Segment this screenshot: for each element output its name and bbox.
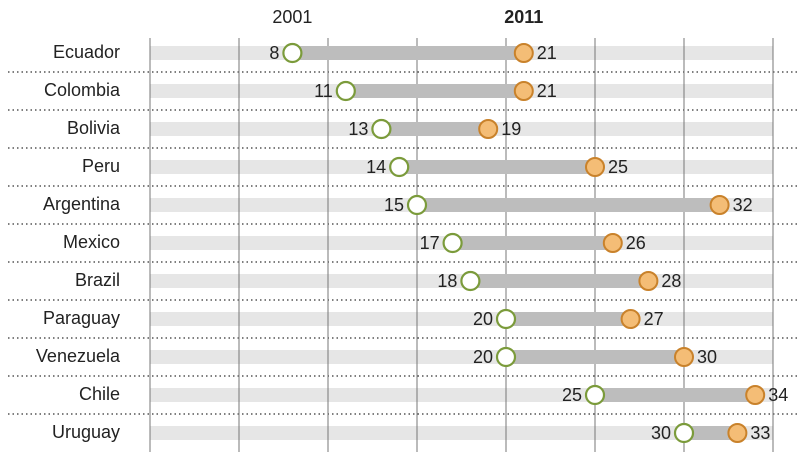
value-label-2001: 15 (384, 195, 404, 215)
legend-2011: 2011 (504, 7, 543, 27)
value-label-2011: 34 (768, 385, 788, 405)
connector (345, 84, 524, 98)
dot-2001 (406, 194, 428, 216)
category-label: Chile (79, 384, 120, 404)
value-label-2001: 25 (562, 385, 582, 405)
connector (292, 46, 524, 60)
value-label-2001: 20 (473, 347, 493, 367)
dot-2011 (638, 271, 659, 291)
value-label-2001: 17 (420, 233, 440, 253)
value-label-2011: 25 (608, 157, 628, 177)
category-label: Brazil (75, 270, 120, 290)
dot-2001 (495, 308, 517, 330)
value-label-2001: 20 (473, 309, 493, 329)
dot-2011 (585, 157, 605, 177)
value-label-2011: 30 (697, 347, 717, 367)
dot-2001 (282, 42, 303, 64)
connector (684, 426, 738, 440)
value-label-2001: 13 (348, 119, 368, 139)
value-label-2011: 33 (750, 423, 770, 443)
connector (506, 312, 631, 326)
value-label-2001: 11 (314, 81, 333, 101)
dot-2011 (513, 81, 534, 101)
dot-2011 (602, 233, 623, 253)
category-label: Peru (82, 156, 120, 176)
dot-2001 (335, 80, 356, 102)
category-label: Ecuador (53, 42, 120, 62)
row-track (150, 426, 773, 440)
dot-2011 (709, 195, 730, 215)
category-label: Colombia (44, 80, 121, 100)
connector (452, 236, 613, 250)
category-label: Argentina (43, 194, 121, 214)
category-label: Paraguay (43, 308, 120, 328)
value-label-2011: 21 (537, 81, 557, 101)
value-label-2011: 27 (644, 309, 664, 329)
value-label-2011: 19 (501, 119, 521, 139)
dot-2011 (513, 43, 534, 63)
dot-2011 (674, 347, 694, 367)
connector (399, 160, 595, 174)
category-label: Mexico (63, 232, 120, 252)
value-label-2011: 26 (626, 233, 646, 253)
value-label-2001: 8 (269, 43, 279, 63)
dot-2001 (673, 422, 695, 444)
connector (381, 122, 489, 136)
value-label-2011: 28 (661, 271, 681, 291)
dot-2011 (727, 423, 748, 443)
dot-2001 (371, 118, 392, 140)
row-track (150, 312, 773, 326)
value-label-2011: 21 (537, 43, 557, 63)
category-label: Venezuela (36, 346, 121, 366)
dot-2001 (389, 156, 410, 178)
value-label-2011: 32 (733, 195, 753, 215)
dot-2001 (495, 346, 517, 368)
connector (506, 350, 684, 364)
connector (595, 388, 756, 402)
legend-2001: 2001 (272, 7, 312, 27)
dot-2001 (584, 384, 606, 406)
category-label: Uruguay (52, 422, 120, 442)
dot-2001 (442, 232, 463, 254)
dot-2011 (478, 119, 499, 139)
dot-2001 (460, 270, 481, 292)
value-label-2001: 18 (437, 271, 457, 291)
dot-2011 (745, 385, 766, 405)
category-label: Bolivia (67, 118, 121, 138)
connector (470, 274, 649, 288)
dot-2011 (620, 309, 641, 329)
connector (417, 198, 720, 212)
value-label-2001: 30 (651, 423, 671, 443)
value-label-2001: 14 (366, 157, 386, 177)
